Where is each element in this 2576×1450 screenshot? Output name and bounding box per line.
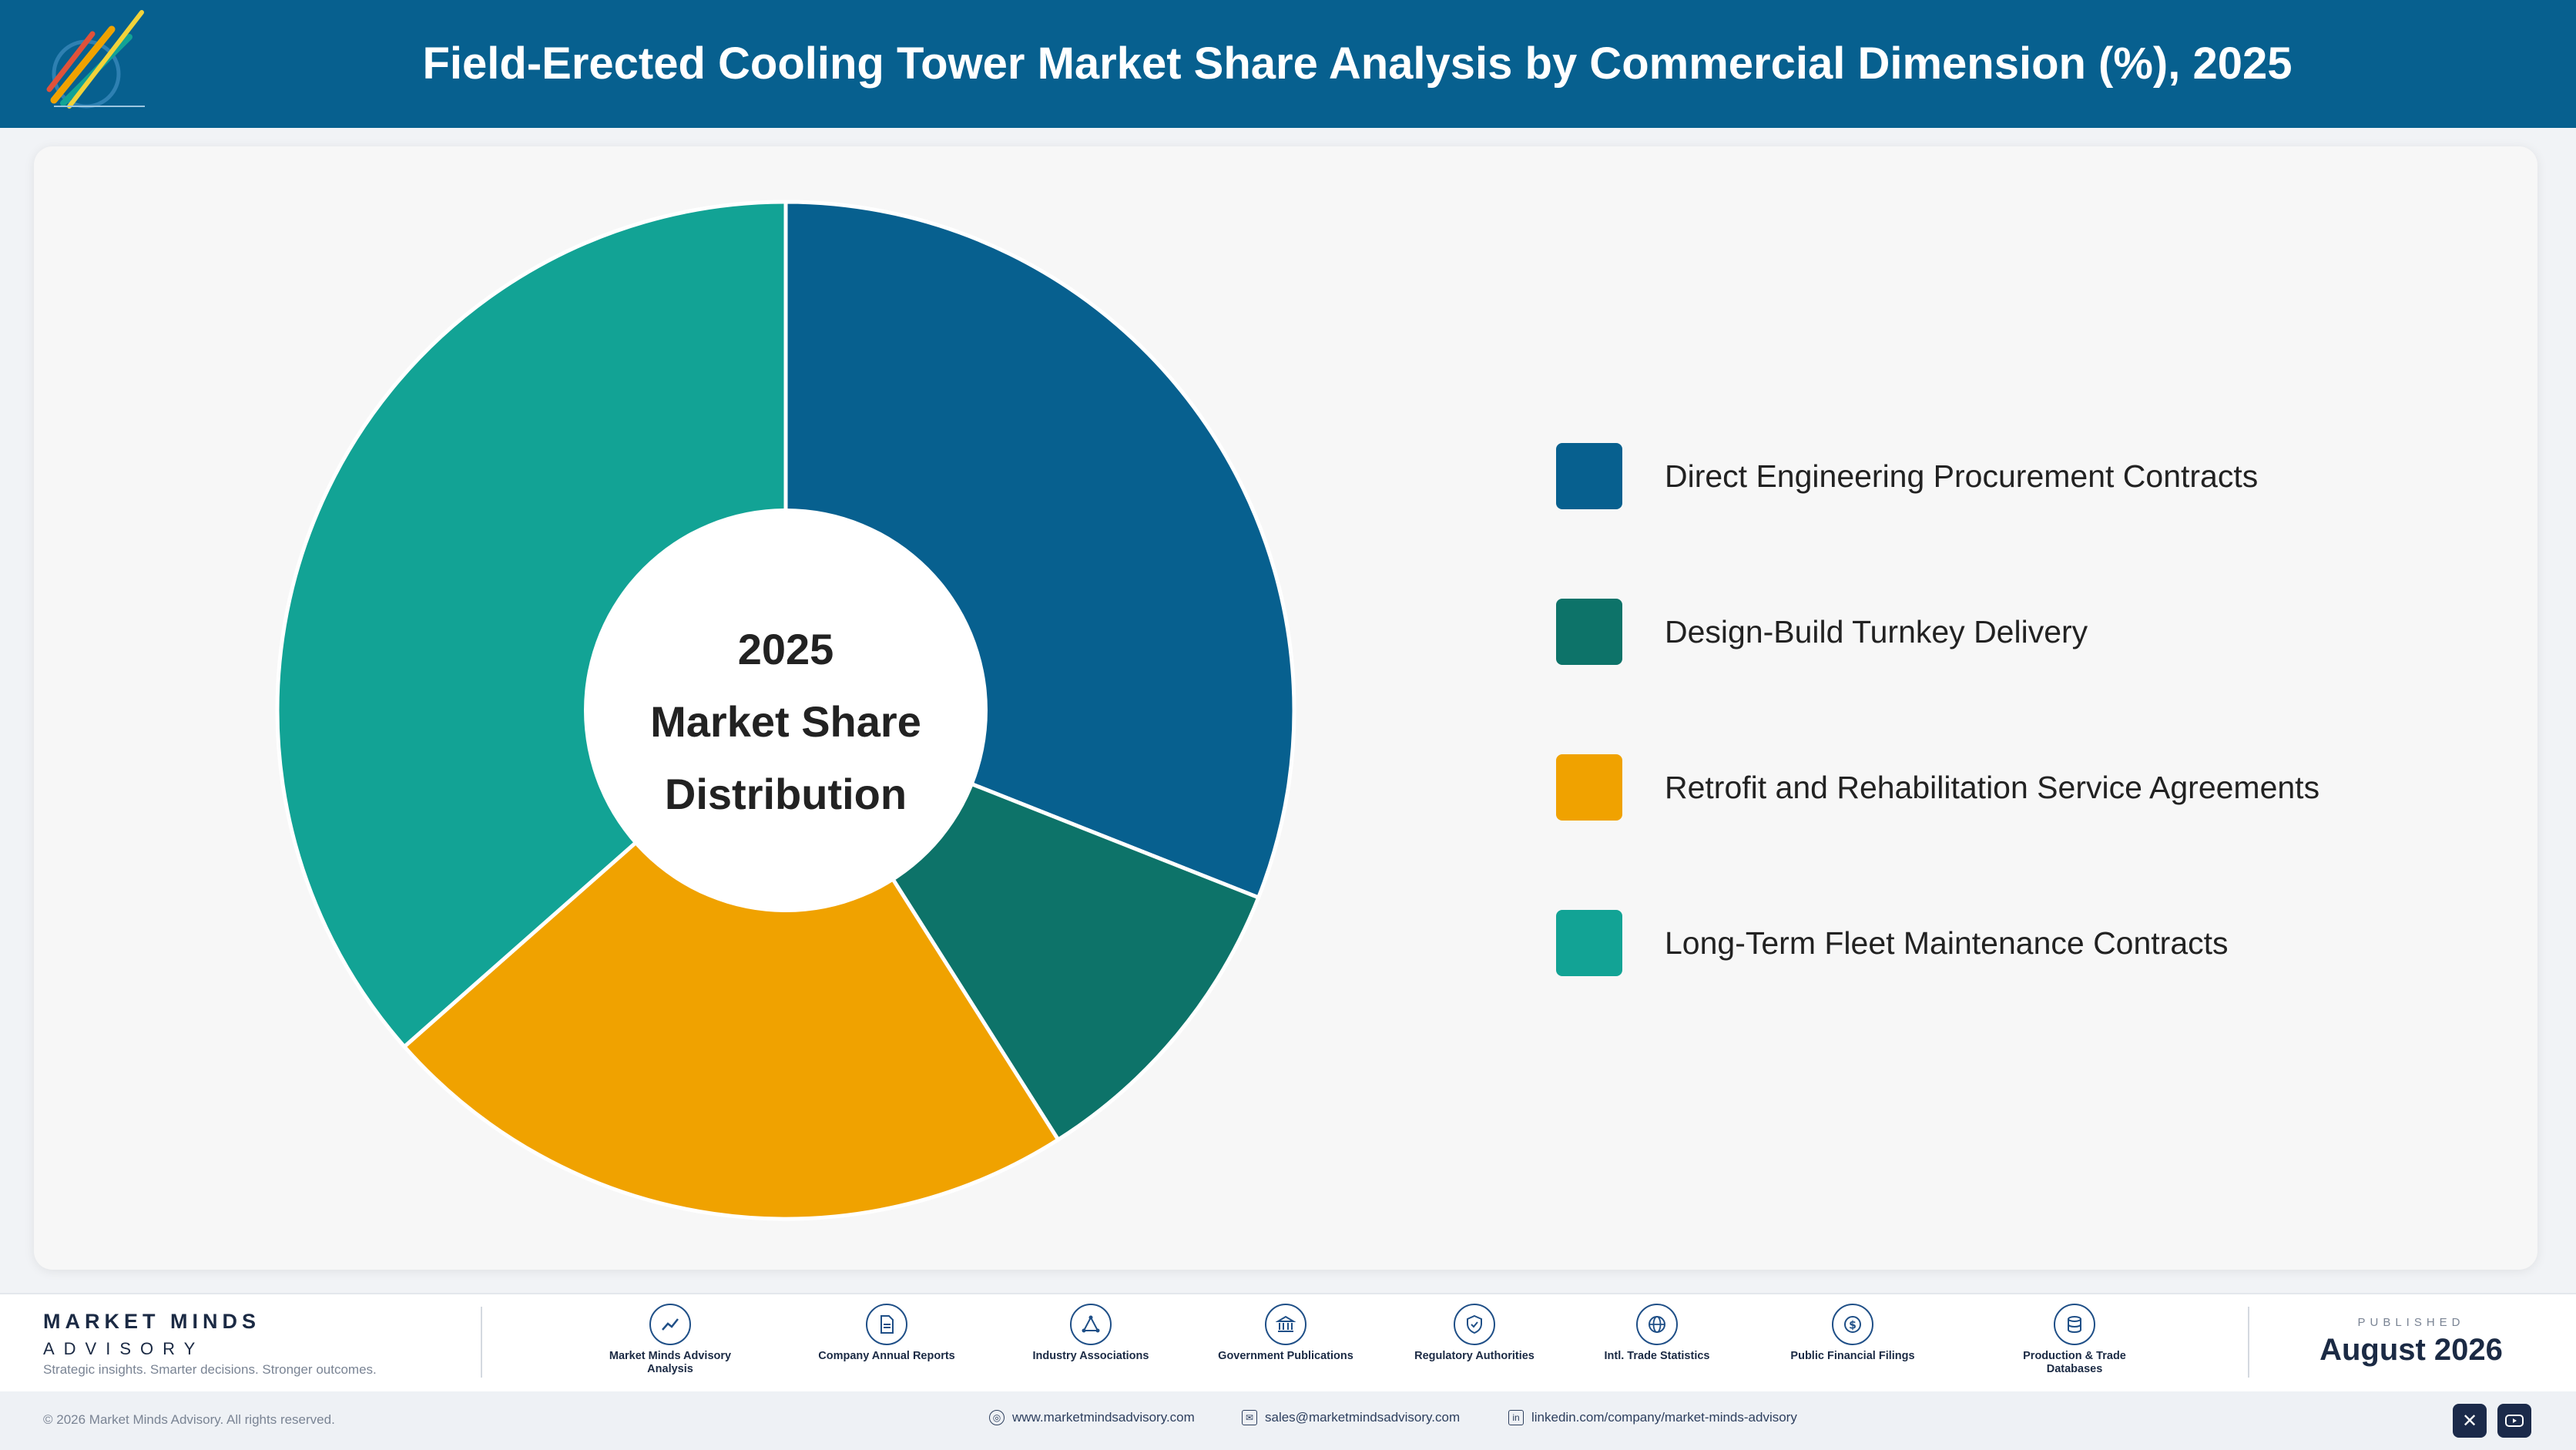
government-building-icon xyxy=(1265,1304,1306,1345)
footer-contact-bar xyxy=(0,1391,2576,1450)
document-icon xyxy=(866,1304,907,1345)
pie-slice-3 xyxy=(401,707,1062,1221)
legend-label: Retrofit and Rehabilitation Service Agre… xyxy=(1665,769,2320,805)
shield-check-icon xyxy=(1454,1304,1495,1345)
published-date: August 2026 xyxy=(2319,1333,2503,1367)
database-icon xyxy=(2054,1304,2095,1345)
header-bar: Field-Erected Cooling Tower Market Share… xyxy=(0,0,2576,128)
center-label-line-1: 2025 xyxy=(738,625,834,673)
source-company-annual-reports: Company Annual Reports xyxy=(802,1304,971,1363)
donut-hole xyxy=(584,509,988,912)
legend-item-design-build: Design-Build Turnkey Delivery xyxy=(1556,597,2088,666)
source-government-publications: Government Publications xyxy=(1201,1304,1370,1363)
source-intl-trade-statistics: Intl. Trade Statistics xyxy=(1572,1304,1742,1363)
svg-text:$: $ xyxy=(1849,1320,1857,1332)
legend-swatch xyxy=(1556,599,1622,665)
center-label-line-3: Distribution xyxy=(665,770,907,818)
website-link[interactable]: ◎ www.marketmindsadvisory.com xyxy=(989,1410,1195,1425)
legend-swatch xyxy=(1556,754,1622,821)
globe-icon xyxy=(1636,1304,1678,1345)
footer-divider xyxy=(2248,1307,2249,1378)
legend-label: Long-Term Fleet Maintenance Contracts xyxy=(1665,925,2229,961)
footer-divider xyxy=(481,1307,482,1378)
chart-title: Field-Erected Cooling Tower Market Share… xyxy=(422,39,2293,89)
source-market-minds-analysis: Market Minds Advisory Analysis xyxy=(585,1304,755,1376)
legend-label: Design-Build Turnkey Delivery xyxy=(1665,613,2088,649)
brand-tagline: Strategic insights. Smarter decisions. S… xyxy=(43,1362,377,1377)
linkedin-icon: in xyxy=(1508,1410,1524,1425)
x-social-icon[interactable]: ✕ xyxy=(2453,1404,2487,1438)
source-regulatory-authorities: Regulatory Authorities xyxy=(1390,1304,1559,1363)
youtube-social-icon[interactable] xyxy=(2497,1404,2531,1438)
linkedin-link[interactable]: in linkedin.com/company/market-minds-adv… xyxy=(1508,1410,1797,1425)
email-link[interactable]: ✉ sales@marketmindsadvisory.com xyxy=(1242,1410,1460,1425)
legend-item-direct-engineering: Direct Engineering Procurement Contracts xyxy=(1556,441,2258,511)
globe-icon: ◎ xyxy=(989,1410,1005,1425)
brand-subtitle: ADVISORY xyxy=(43,1339,205,1358)
market-minds-logo-icon xyxy=(46,10,145,109)
legend-item-long-term: Long-Term Fleet Maintenance Contracts xyxy=(1556,908,2229,978)
legend-item-retrofit: Retrofit and Rehabilitation Service Agre… xyxy=(1556,753,2319,822)
pie-slice-4 xyxy=(275,200,788,1050)
source-industry-associations: Industry Associations xyxy=(1006,1304,1176,1363)
legend-swatch xyxy=(1556,910,1622,976)
trend-chart-icon xyxy=(649,1304,691,1345)
brand-name: MARKET MINDS xyxy=(43,1310,260,1333)
mail-icon: ✉ xyxy=(1242,1410,1257,1425)
legend-swatch xyxy=(1556,443,1622,509)
dollar-icon: $ xyxy=(1832,1304,1873,1345)
source-production-trade-databases: Production & Trade Databases xyxy=(1990,1304,2159,1376)
copyright-text: © 2026 Market Minds Advisory. All rights… xyxy=(43,1412,335,1427)
source-public-financial-filings: $ Public Financial Filings xyxy=(1768,1304,1937,1363)
network-icon xyxy=(1070,1304,1112,1345)
published-label: PUBLISHED xyxy=(2357,1316,2465,1329)
donut-chart: 2025 Market Share Distribution xyxy=(275,200,1294,1221)
center-label-line-2: Market Share xyxy=(650,697,921,746)
legend-label: Direct Engineering Procurement Contracts xyxy=(1665,458,2259,494)
